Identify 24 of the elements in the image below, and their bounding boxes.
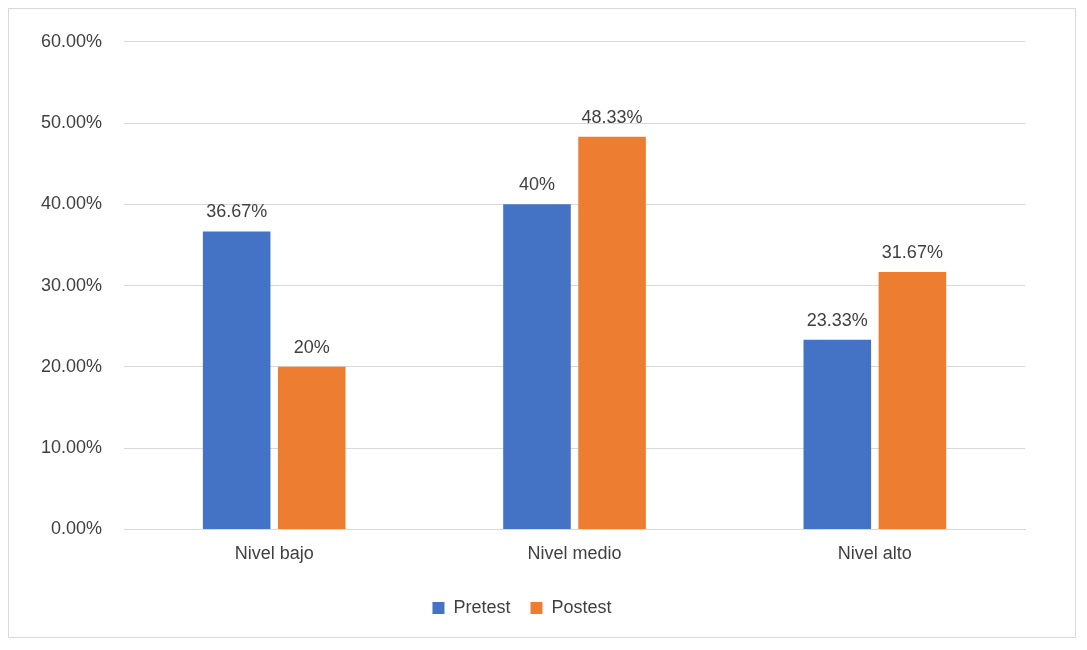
y-tick-label: 50.00% [40, 112, 103, 133]
legend-label: Postest [551, 596, 612, 617]
x-tick-label: Nivel bajo [234, 543, 314, 564]
y-tick-label: 0.00% [51, 518, 103, 539]
data-label: 20% [293, 336, 330, 357]
data-label: 23.33% [806, 309, 868, 330]
legend-label: Pretest [453, 596, 511, 617]
y-tick-label: 40.00% [40, 193, 103, 214]
data-label: 31.67% [881, 242, 943, 262]
bar [277, 366, 346, 529]
bar [503, 204, 571, 529]
x-tick-label: Nivel alto [837, 543, 912, 564]
y-tick-label: 30.00% [40, 274, 103, 295]
y-tick-label: 10.00% [40, 437, 103, 458]
data-label: 40% [518, 174, 555, 195]
bar [803, 339, 872, 529]
x-tick-label: Nivel medio [527, 543, 622, 564]
bar [578, 136, 646, 529]
data-label: 48.33% [581, 106, 643, 127]
y-tick-label: 20.00% [40, 355, 103, 376]
bar [202, 231, 271, 529]
data-label: 36.67% [206, 201, 268, 222]
bar [878, 272, 947, 529]
y-tick-label: 60.00% [40, 30, 103, 51]
